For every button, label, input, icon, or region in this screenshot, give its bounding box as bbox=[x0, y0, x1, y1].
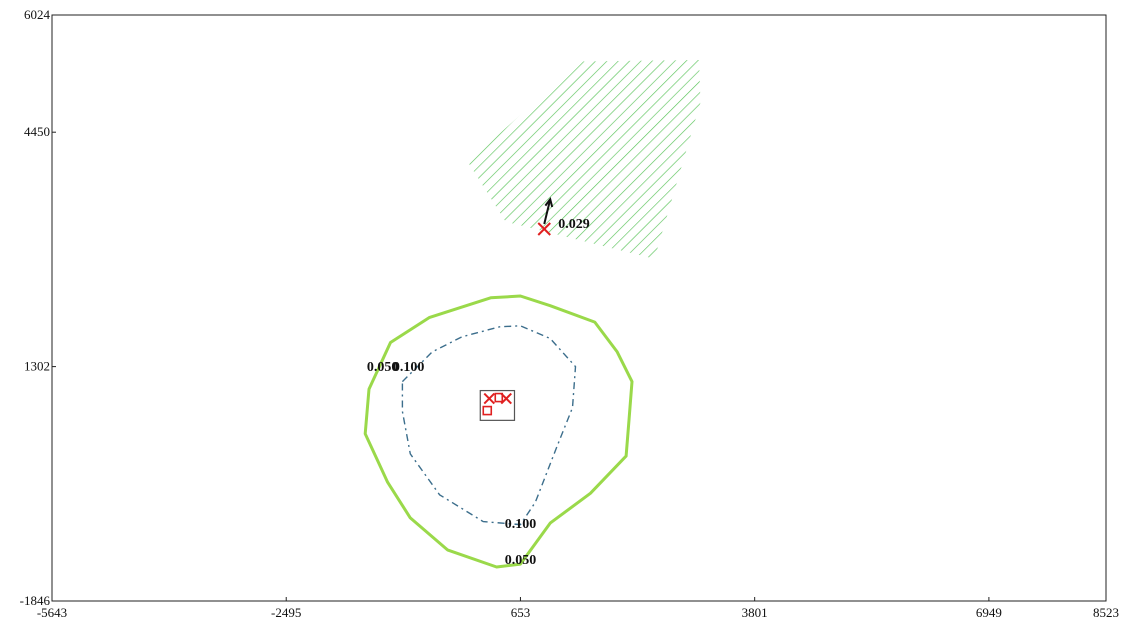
contour-label: 0.100 bbox=[505, 517, 537, 532]
x-tick-label: 653 bbox=[511, 605, 531, 620]
hatched-region-shape bbox=[467, 60, 701, 259]
x-tick-label: 6949 bbox=[976, 605, 1002, 620]
y-tick-label: -1846 bbox=[20, 593, 51, 608]
receptor-x-marker bbox=[537, 222, 551, 236]
source-x-marker bbox=[483, 392, 495, 405]
x-tick-label: 8523 bbox=[1093, 605, 1119, 620]
contour-line-0.050 bbox=[363, 294, 634, 569]
contour-label: 0.100 bbox=[393, 360, 425, 375]
contour-label: 0.050 bbox=[505, 553, 537, 568]
y-tick-label: 6024 bbox=[24, 7, 51, 22]
contour-label: 0.050 bbox=[367, 360, 399, 375]
markers bbox=[479, 196, 554, 421]
y-tick-label: 1302 bbox=[24, 359, 50, 374]
contour-line-0.100 bbox=[401, 325, 577, 526]
x-tick-label: -2495 bbox=[271, 605, 301, 620]
y-tick-label: 4450 bbox=[24, 124, 50, 139]
hatched-region bbox=[467, 60, 701, 259]
source-square-marker bbox=[494, 392, 504, 403]
contours bbox=[363, 294, 634, 569]
x-tick-label: 3801 bbox=[742, 605, 768, 620]
x-tick-label: -5643 bbox=[37, 605, 67, 620]
source-square-marker bbox=[482, 405, 493, 416]
arrow-head bbox=[544, 196, 554, 208]
arrow-shaft bbox=[543, 198, 552, 225]
receptor-value-label: 0.029 bbox=[558, 217, 590, 232]
axis-ticks: -5643 -2495 653 3801 6949 8523 6024 4450 1302 -18… bbox=[20, 7, 1119, 620]
